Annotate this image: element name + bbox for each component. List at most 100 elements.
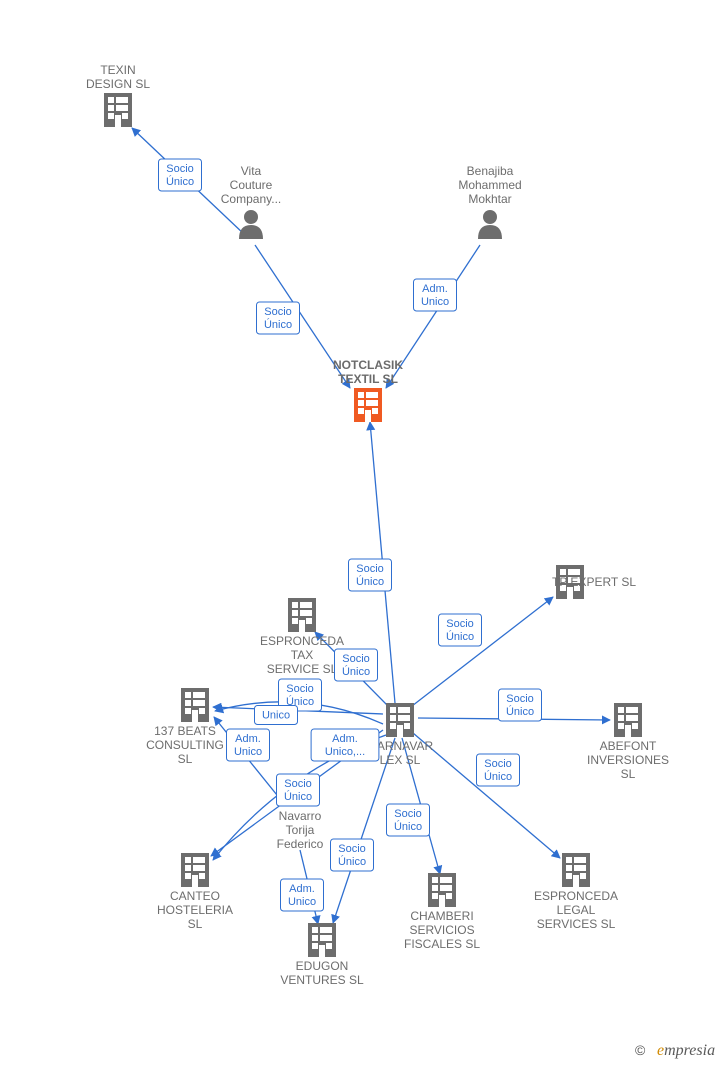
- edge-label-2: Adm.Unico: [414, 279, 457, 311]
- svg-text:empresia: empresia: [657, 1042, 715, 1059]
- svg-text:Socio: Socio: [356, 563, 384, 575]
- node-label: TEXIN: [100, 63, 135, 77]
- node-espronceda_legal: ESPRONCEDALEGALSERVICES SL: [534, 853, 618, 931]
- node-label: INVERSIONES: [587, 753, 669, 767]
- svg-text:Socio: Socio: [394, 808, 422, 820]
- building-icon: [181, 688, 209, 722]
- node-label: HOSTELERIA: [157, 903, 233, 917]
- node-texin: TEXINDESIGN SL: [86, 63, 150, 127]
- svg-text:Adm.: Adm.: [289, 883, 315, 895]
- node-vita: VitaCoutureCompany...: [221, 164, 281, 239]
- node-label: TAX: [291, 648, 313, 662]
- node-label: SERVICIOS: [409, 923, 474, 937]
- svg-text:Socio: Socio: [506, 693, 534, 705]
- svg-text:Único: Único: [356, 575, 384, 588]
- node-label: SERVICE SL: [267, 662, 338, 676]
- building-icon: [614, 703, 642, 737]
- svg-text:Unico: Unico: [234, 746, 262, 758]
- svg-text:Único: Único: [506, 705, 534, 718]
- edge-label-1: SocioÚnico: [257, 302, 300, 334]
- node-abefont: ABEFONTINVERSIONESSL: [587, 703, 669, 781]
- svg-text:Adm.: Adm.: [235, 733, 261, 745]
- svg-text:Único: Único: [484, 770, 512, 783]
- edge-labels-layer: SocioÚnicoSocioÚnicoAdm.UnicoSocioÚnicoS…: [159, 159, 542, 911]
- edge-label-14: Adm.Unico: [281, 879, 324, 911]
- node-label: EDUGON: [296, 959, 349, 973]
- svg-text:Unico: Unico: [421, 296, 449, 308]
- building-icon: [428, 873, 456, 907]
- edge-label-7: Adm.Unico,...: [311, 729, 379, 761]
- node-label: Mokhtar: [468, 192, 511, 206]
- edge-11: [413, 733, 560, 858]
- person-icon: [239, 210, 263, 239]
- node-label: Benajiba: [467, 164, 514, 178]
- node-label: SL: [188, 917, 203, 931]
- svg-text:Adm.: Adm.: [332, 733, 358, 745]
- node-label: FISCALES SL: [404, 937, 480, 951]
- building-icon: [308, 923, 336, 957]
- svg-text:Socio: Socio: [446, 618, 474, 630]
- node-notclasik: NOTCLASIKTEXTIL SL: [333, 358, 403, 422]
- node-label: TEXTIL SL: [338, 372, 398, 386]
- svg-text:Único: Único: [338, 855, 366, 868]
- building-icon: [386, 703, 414, 737]
- node-espronceda_tax: ESPRONCEDATAXSERVICE SL: [260, 598, 344, 676]
- edges-layer: [132, 128, 610, 924]
- svg-text:Unico: Unico: [262, 710, 290, 722]
- building-icon: [181, 853, 209, 887]
- node-canteo: CANTEOHOSTELERIASL: [157, 853, 233, 931]
- watermark: © empresia: [635, 1042, 715, 1059]
- svg-text:Adm.: Adm.: [422, 283, 448, 295]
- node-label: Federico: [277, 837, 324, 851]
- node-label: LEGAL: [557, 903, 596, 917]
- edge-label-8: SocioÚnico: [499, 689, 542, 721]
- svg-text:Unico: Unico: [288, 896, 316, 908]
- node-label: TP EXPERT SL: [552, 575, 636, 589]
- node-tpexpert: TP EXPERT SL: [552, 565, 636, 599]
- node-label: SL: [178, 752, 193, 766]
- svg-text:Único: Único: [342, 665, 370, 678]
- node-label: Couture: [230, 178, 273, 192]
- node-label: CHAMBERI: [410, 909, 473, 923]
- node-navarro: NavarroTorijaFederico: [277, 809, 324, 851]
- building-icon: [104, 93, 132, 127]
- node-label: Torija: [286, 823, 315, 837]
- node-edugon: EDUGONVENTURES SL: [280, 923, 364, 987]
- nodes-layer: TEXINDESIGN SL VitaCoutureCompany... Benaj…: [86, 63, 669, 987]
- edge-label-13: SocioÚnico: [331, 839, 374, 871]
- node-label: Vita: [241, 164, 262, 178]
- svg-text:Socio: Socio: [484, 758, 512, 770]
- svg-text:Único: Único: [284, 790, 312, 803]
- diagram-canvas: TEXINDESIGN SL VitaCoutureCompany... Benaj…: [0, 0, 728, 1070]
- edge-label-12: SocioÚnico: [387, 804, 430, 836]
- building-icon: [354, 388, 382, 422]
- node-label: Navarro: [279, 809, 322, 823]
- node-label: LEX SL: [380, 753, 421, 767]
- node-benajiba: BenajibaMohammedMokhtar: [458, 164, 521, 239]
- svg-text:Socio: Socio: [284, 778, 312, 790]
- svg-text:Único: Único: [446, 630, 474, 643]
- node-label: CONSULTING: [146, 738, 224, 752]
- node-label: ESPRONCEDA: [260, 634, 344, 648]
- node-137beats: 137 BEATSCONSULTINGSL: [146, 688, 224, 766]
- svg-text:Unico,...: Unico,...: [325, 746, 365, 758]
- node-label: NOTCLASIK: [333, 358, 403, 372]
- edge-label-0: SocioÚnico: [159, 159, 202, 191]
- building-icon: [562, 853, 590, 887]
- person-icon: [478, 210, 502, 239]
- edge-label-15: Unico: [255, 706, 298, 725]
- node-label: DESIGN SL: [86, 77, 150, 91]
- edge-label-4: SocioÚnico: [439, 614, 482, 646]
- node-chamberi: CHAMBERISERVICIOSFISCALES SL: [404, 873, 480, 951]
- svg-text:Socio: Socio: [264, 306, 292, 318]
- edge-label-3: SocioÚnico: [349, 559, 392, 591]
- edge-label-9: Adm.Unico: [227, 729, 270, 761]
- node-label: CANTEO: [170, 889, 220, 903]
- building-icon: [288, 598, 316, 632]
- node-label: ABEFONT: [600, 739, 657, 753]
- svg-text:©: ©: [635, 1042, 646, 1058]
- svg-text:Socio: Socio: [166, 163, 194, 175]
- node-label: Mohammed: [458, 178, 521, 192]
- edge-label-10: SocioÚnico: [277, 774, 320, 806]
- node-label: 137 BEATS: [154, 724, 216, 738]
